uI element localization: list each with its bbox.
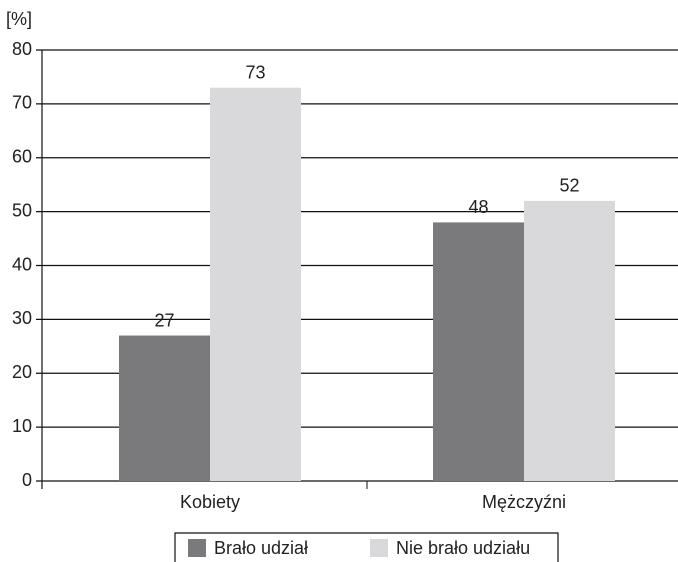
y-axis-label: [%] (6, 9, 32, 29)
bar (433, 222, 524, 481)
bar (119, 335, 210, 481)
y-tick-label: 50 (12, 200, 32, 220)
y-tick-label: 30 (12, 308, 32, 328)
y-tick-label: 70 (12, 93, 32, 113)
legend-label: Nie brało udziału (396, 538, 530, 558)
data-label: 27 (154, 310, 174, 330)
data-label: 73 (245, 62, 265, 82)
y-tick-label: 80 (12, 39, 32, 59)
y-tick-label: 40 (12, 254, 32, 274)
legend-label: Brało udział (214, 538, 308, 558)
data-label: 48 (468, 197, 488, 217)
y-tick-label: 20 (12, 362, 32, 382)
x-tick-label: Kobiety (180, 492, 240, 512)
y-tick-label: 60 (12, 147, 32, 167)
y-tick-label: 10 (12, 416, 32, 436)
legend-swatch (188, 539, 206, 557)
x-tick-label: Mężczyźni (482, 492, 566, 512)
legend-box (174, 532, 559, 562)
data-label: 52 (559, 176, 579, 196)
legend-swatch (370, 539, 388, 557)
bar (210, 87, 301, 482)
y-tick-label: 0 (22, 470, 32, 490)
bar (524, 200, 615, 481)
